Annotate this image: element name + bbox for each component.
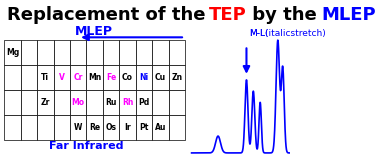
FancyBboxPatch shape [103, 90, 119, 115]
FancyBboxPatch shape [169, 115, 185, 140]
FancyBboxPatch shape [152, 40, 169, 65]
Text: Os: Os [105, 123, 116, 132]
FancyBboxPatch shape [4, 90, 21, 115]
Text: Re: Re [89, 123, 100, 132]
FancyBboxPatch shape [37, 90, 54, 115]
Text: Zr: Zr [41, 98, 50, 107]
FancyBboxPatch shape [87, 40, 103, 65]
FancyBboxPatch shape [37, 40, 54, 65]
FancyBboxPatch shape [70, 66, 87, 90]
FancyBboxPatch shape [169, 66, 185, 90]
FancyBboxPatch shape [70, 115, 87, 140]
Text: Cu: Cu [155, 73, 166, 82]
FancyBboxPatch shape [119, 66, 136, 90]
FancyBboxPatch shape [136, 40, 152, 65]
Text: Replacement of the: Replacement of the [7, 6, 212, 24]
FancyBboxPatch shape [119, 90, 136, 115]
Text: M-L(italicstretch): M-L(italicstretch) [249, 29, 326, 38]
Text: MLEP: MLEP [321, 6, 376, 24]
Text: Cr: Cr [73, 73, 83, 82]
Text: Mn: Mn [88, 73, 101, 82]
FancyBboxPatch shape [54, 40, 70, 65]
Text: W: W [74, 123, 82, 132]
FancyBboxPatch shape [136, 115, 152, 140]
FancyBboxPatch shape [152, 66, 169, 90]
Text: Ir: Ir [124, 123, 131, 132]
Text: Mg: Mg [6, 48, 19, 57]
FancyBboxPatch shape [37, 66, 54, 90]
FancyBboxPatch shape [103, 66, 119, 90]
Text: Ru: Ru [105, 98, 117, 107]
FancyBboxPatch shape [136, 90, 152, 115]
Text: by the: by the [246, 6, 323, 24]
FancyBboxPatch shape [37, 115, 54, 140]
FancyBboxPatch shape [54, 115, 70, 140]
Text: Zn: Zn [171, 73, 182, 82]
FancyBboxPatch shape [169, 40, 185, 65]
FancyBboxPatch shape [152, 90, 169, 115]
FancyBboxPatch shape [54, 66, 70, 90]
FancyBboxPatch shape [4, 40, 21, 65]
Text: Far Infrared: Far Infrared [49, 141, 124, 151]
Text: Pd: Pd [138, 98, 150, 107]
FancyBboxPatch shape [54, 90, 70, 115]
Text: MLEP: MLEP [75, 25, 113, 38]
FancyBboxPatch shape [4, 115, 21, 140]
FancyBboxPatch shape [87, 66, 103, 90]
FancyBboxPatch shape [21, 40, 37, 65]
Text: Ni: Ni [139, 73, 149, 82]
FancyBboxPatch shape [119, 40, 136, 65]
Text: Mo: Mo [71, 98, 85, 107]
Text: Fe: Fe [106, 73, 116, 82]
FancyBboxPatch shape [87, 115, 103, 140]
Text: M-L(: M-L( [249, 29, 269, 38]
FancyBboxPatch shape [103, 40, 119, 65]
FancyBboxPatch shape [136, 66, 152, 90]
Text: V: V [59, 73, 65, 82]
FancyBboxPatch shape [87, 90, 103, 115]
FancyBboxPatch shape [4, 66, 21, 90]
Text: Au: Au [155, 123, 166, 132]
FancyBboxPatch shape [103, 115, 119, 140]
Text: Co: Co [122, 73, 133, 82]
FancyBboxPatch shape [21, 90, 37, 115]
Text: Rh: Rh [122, 98, 133, 107]
Text: Ti: Ti [41, 73, 50, 82]
FancyBboxPatch shape [21, 66, 37, 90]
Text: TEP: TEP [209, 6, 246, 24]
FancyBboxPatch shape [21, 115, 37, 140]
FancyBboxPatch shape [152, 115, 169, 140]
FancyBboxPatch shape [70, 90, 87, 115]
FancyBboxPatch shape [119, 115, 136, 140]
FancyBboxPatch shape [70, 40, 87, 65]
Text: Pt: Pt [139, 123, 149, 132]
FancyBboxPatch shape [169, 90, 185, 115]
